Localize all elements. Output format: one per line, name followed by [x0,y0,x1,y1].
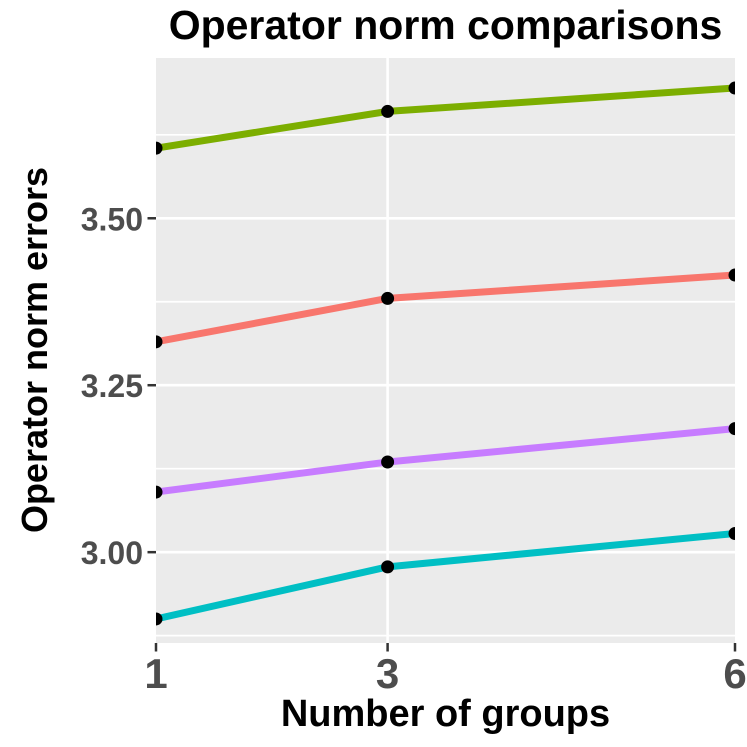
data-point-cyan [728,526,735,540]
y-tick-label: 3.25 [81,368,143,404]
y-axis-title: Operator norm errors [14,166,55,534]
panel-background [156,58,735,643]
data-point-red [728,268,735,282]
data-point-green [381,104,395,118]
data-point-cyan [381,560,395,574]
x-tick-label: 1 [144,650,167,697]
data-point-green [156,141,163,155]
data-point-green [728,81,735,95]
x-tick-label: 3 [376,650,399,697]
data-point-cyan [156,612,163,626]
data-point-purple [728,422,735,436]
data-point-red [381,291,395,305]
data-layer [156,81,735,626]
chart-title: Operator norm comparisons [168,2,723,48]
x-tick-label: 6 [723,650,746,697]
x-axis-title: Number of groups [280,693,611,735]
data-point-red [156,335,163,349]
y-tick-label: 3.00 [81,535,143,571]
data-point-purple [156,485,163,499]
y-tick-label: 3.50 [81,201,143,237]
data-point-purple [381,455,395,469]
